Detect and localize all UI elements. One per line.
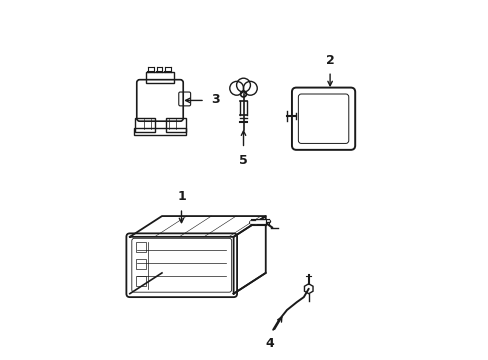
Text: 5: 5	[239, 154, 247, 167]
Text: 4: 4	[265, 337, 274, 350]
Text: 3: 3	[210, 93, 219, 106]
Text: 1: 1	[177, 190, 185, 203]
Text: 2: 2	[325, 54, 334, 67]
